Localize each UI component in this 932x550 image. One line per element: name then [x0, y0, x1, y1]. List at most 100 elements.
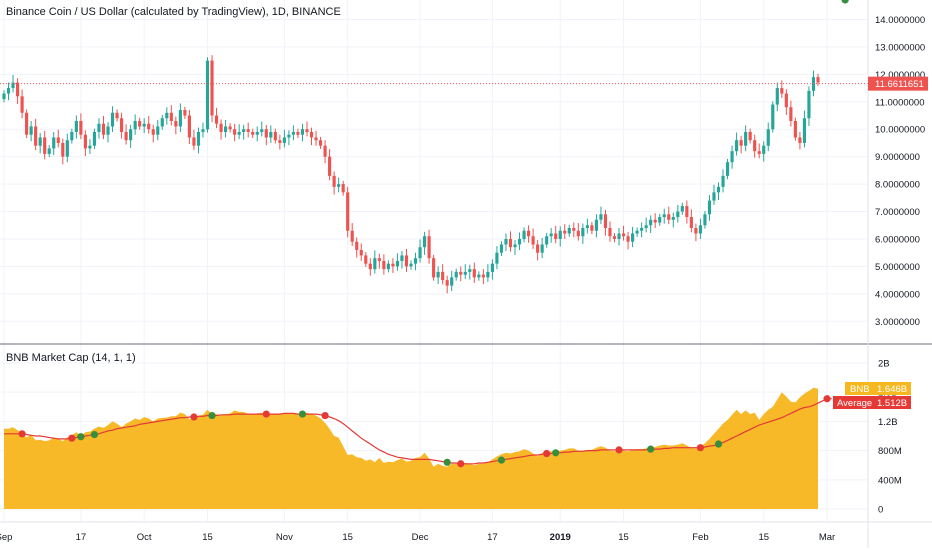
candle-body	[558, 230, 562, 239]
price-tick-label: 8.0000000	[875, 180, 920, 191]
candle	[278, 134, 282, 150]
candle	[205, 57, 210, 133]
candle-body	[676, 211, 680, 218]
candle-body	[508, 238, 513, 248]
candle	[676, 204, 680, 223]
candle	[97, 118, 101, 139]
candle-body	[658, 217, 662, 223]
candle-body	[400, 255, 404, 261]
candle-body	[300, 129, 305, 135]
bnb-market-cap-area	[4, 387, 818, 510]
price-tick-label: 12.0000000	[875, 70, 925, 81]
candle	[658, 213, 662, 226]
candle-body	[395, 260, 400, 267]
candle	[725, 158, 730, 180]
candle-body	[2, 93, 6, 100]
candle	[694, 223, 698, 242]
candle-body	[680, 206, 684, 212]
candle-body	[382, 260, 386, 270]
candle	[649, 215, 653, 233]
candle-body	[631, 233, 635, 242]
candle-body	[97, 123, 101, 132]
candle-body	[436, 271, 440, 278]
candle-body	[707, 200, 712, 215]
candle	[273, 128, 277, 144]
candle	[626, 231, 630, 250]
candle-body	[224, 126, 228, 132]
candle	[757, 143, 761, 159]
candle	[499, 241, 504, 256]
candle-body	[11, 82, 15, 89]
candle	[603, 209, 608, 236]
candle-body	[635, 230, 639, 234]
candle	[255, 126, 259, 142]
candle-body	[721, 175, 725, 187]
candle-body	[233, 129, 237, 135]
candle-body	[540, 244, 544, 253]
candle-body	[671, 217, 675, 220]
time-tick-label: 2019	[550, 532, 571, 543]
candle	[83, 130, 87, 157]
candle-body	[47, 148, 51, 154]
candle-body	[409, 263, 413, 267]
candle	[784, 89, 788, 115]
candle-body	[685, 206, 689, 218]
candle-body	[517, 238, 522, 245]
average-tag: Average 1.512B	[833, 396, 911, 409]
candle	[92, 128, 97, 149]
candle-body	[603, 214, 608, 228]
candle-body	[318, 140, 323, 146]
candle-body	[413, 258, 418, 264]
candle	[730, 145, 734, 169]
candle-body	[798, 137, 802, 143]
candle	[15, 78, 20, 104]
candle-body	[129, 129, 133, 141]
candle	[712, 184, 716, 205]
candle-body	[644, 225, 648, 228]
candle-body	[210, 60, 214, 116]
candle-body	[531, 236, 535, 245]
candle-body	[124, 131, 128, 141]
candle-body	[441, 271, 445, 281]
candle	[753, 134, 757, 158]
candle-body	[106, 126, 110, 135]
candle-body	[359, 249, 363, 256]
candle-body	[291, 131, 296, 135]
candle-body	[242, 129, 246, 132]
candle-body	[196, 131, 201, 146]
candle-body	[273, 131, 277, 141]
candle-body	[450, 277, 454, 286]
signal-dot-green	[90, 430, 99, 439]
price-tick-label: 3.0000000	[875, 317, 920, 328]
candle-body	[56, 137, 60, 143]
indicator-tick-label: 1.2B	[878, 417, 898, 428]
candle-body	[38, 137, 42, 146]
price-tick-label: 11.0000000	[875, 97, 925, 108]
candle-body	[264, 129, 268, 138]
candle-body	[355, 241, 359, 250]
candle	[260, 121, 264, 137]
candle-body	[160, 118, 164, 127]
signal-dot-green	[647, 445, 655, 453]
candle-body	[477, 274, 481, 278]
candle-body	[83, 134, 87, 149]
price-tick-label: 4.0000000	[875, 289, 920, 300]
candle-body	[780, 88, 784, 94]
candle-body	[725, 162, 730, 176]
candle	[427, 229, 431, 264]
candle	[762, 141, 766, 162]
candle	[436, 266, 440, 284]
candle-body	[694, 228, 698, 234]
signal-dot-green	[497, 456, 506, 464]
candle	[707, 195, 712, 221]
candle	[454, 268, 458, 281]
candle-body	[793, 121, 797, 138]
indicator-tick-label: 2B	[878, 358, 890, 369]
candle-body	[65, 140, 69, 157]
candle	[314, 130, 318, 146]
candle	[133, 114, 137, 135]
candle	[70, 128, 74, 144]
candle-body	[427, 236, 431, 259]
candle	[450, 270, 454, 292]
